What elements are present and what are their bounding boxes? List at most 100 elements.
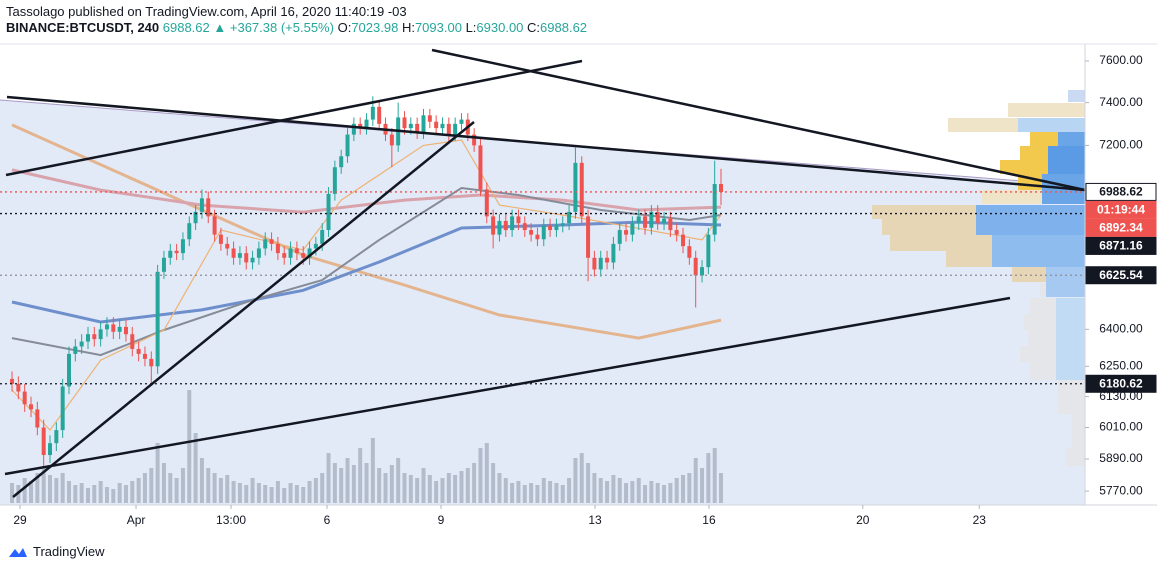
candle-body (586, 216, 591, 258)
volume-bar (434, 481, 439, 503)
volume-bar (345, 458, 350, 503)
x-tick-label: 23 (973, 513, 987, 527)
candle-body (269, 239, 274, 244)
candle-body (155, 271, 160, 367)
volume-bar (630, 481, 635, 503)
volume-bar (174, 478, 179, 503)
candle-body (256, 248, 261, 258)
volume-bar (130, 481, 135, 503)
volume-bar (459, 471, 464, 503)
volume-bar (636, 478, 641, 503)
candle-body (611, 243, 616, 263)
volume-bar (332, 463, 337, 503)
volume-bar (22, 478, 27, 503)
candle-body (60, 386, 65, 431)
candle-body (294, 248, 299, 254)
y-tick-label: 6250.00 (1099, 359, 1143, 373)
volume-bar (674, 478, 679, 503)
volume-bar (199, 458, 204, 503)
ohlc-value: 7093.00 (414, 20, 462, 35)
volume-bar (320, 473, 325, 503)
volume-bar (339, 468, 344, 503)
logo (9, 547, 27, 557)
candle-body (149, 358, 154, 367)
volume-bar (111, 489, 116, 503)
volume-bar (161, 463, 166, 503)
candle-body (706, 234, 711, 268)
ohlc-prefix: L: (465, 20, 477, 35)
volume-bar (655, 483, 660, 503)
volume-bar (567, 478, 572, 503)
volume-bar (484, 443, 489, 503)
volume-bar (586, 463, 591, 503)
volume-bar (579, 453, 584, 503)
volume-bar (168, 473, 173, 503)
price-label-bg (1085, 218, 1157, 237)
candle-body (345, 134, 350, 157)
volume-bar (472, 463, 477, 503)
volume-bar (149, 468, 154, 503)
trend-lines (4, 48, 1086, 498)
volume-bar (29, 481, 34, 503)
moving-average (11, 139, 722, 432)
candle-body (567, 211, 572, 224)
candle-body (687, 246, 692, 258)
volume-bar (503, 478, 508, 503)
candle-body (282, 253, 287, 258)
brand: TradingView (33, 544, 105, 559)
candle-body (123, 326, 128, 335)
y-tick-label: 5770.00 (1099, 483, 1143, 497)
symbol-line: BINANCE:BTCUSDT, 240 6988.62 ▲ +367.38 (… (6, 20, 587, 36)
volume-bar (282, 488, 287, 503)
candle-body (187, 223, 192, 240)
candle-body (358, 123, 363, 129)
candle-body (218, 234, 223, 244)
price-label: 6988.62 (1099, 185, 1143, 199)
candle-body (472, 134, 477, 146)
candle-body (440, 123, 445, 129)
change: ▲ +367.38 (+5.55%) (213, 20, 334, 35)
candle-body (415, 123, 420, 133)
volume-bar (187, 390, 192, 503)
volume-bar (408, 475, 413, 503)
volume-bar (510, 483, 515, 503)
y-tick-label: 7600.00 (1099, 53, 1143, 67)
volume-bar (326, 453, 331, 503)
candle-body (668, 218, 673, 231)
price-label: 6625.54 (1099, 268, 1143, 282)
volume-bar (598, 478, 603, 503)
volume-bar (453, 475, 458, 503)
candle-body (579, 162, 584, 217)
candle-body (548, 225, 553, 231)
channel-fill (0, 100, 1085, 505)
volume-bar (516, 481, 521, 503)
candle-body (193, 211, 198, 224)
candle-body (541, 225, 546, 240)
candle-body (250, 257, 255, 263)
y-tick-label: 6010.00 (1099, 420, 1143, 434)
candle-body (484, 189, 489, 217)
plot (0, 96, 1085, 503)
candle-body (98, 329, 103, 340)
volume-bar (421, 468, 426, 503)
volume-bar (193, 433, 198, 503)
volume-bar (206, 468, 211, 503)
volume-bar (10, 483, 15, 503)
volume-bar (307, 481, 312, 503)
volume-bar (275, 481, 280, 503)
volume-bar (364, 463, 369, 503)
countdown: 01:19:44 (1097, 203, 1145, 217)
volume-bar (263, 485, 268, 503)
ohlc-prefix: C: (527, 20, 541, 35)
candle-body (491, 216, 496, 235)
volume-bar (548, 481, 553, 503)
candle-body (364, 119, 369, 129)
candle-body (624, 230, 629, 235)
volume-bar (48, 475, 53, 503)
volume-bar (66, 481, 71, 503)
price-label-bg (1085, 374, 1157, 393)
candle-body (22, 391, 27, 405)
candle-body (85, 334, 90, 342)
x-tick-label: 29 (13, 513, 27, 527)
